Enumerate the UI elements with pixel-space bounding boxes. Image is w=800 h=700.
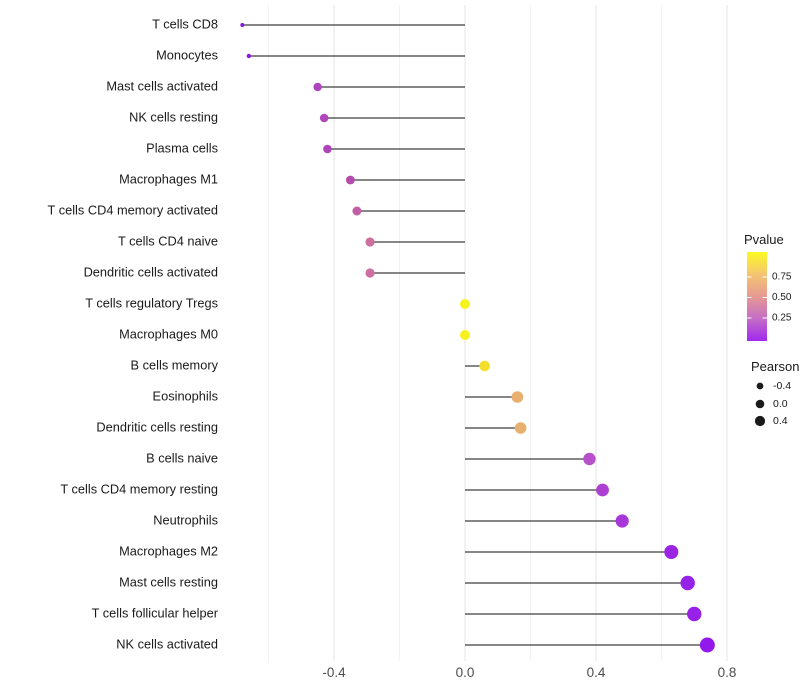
row-label: Mast cells resting bbox=[119, 574, 218, 589]
row-label: T cells CD8 bbox=[152, 16, 218, 31]
lollipop-dot bbox=[352, 206, 362, 216]
lollipop-dot bbox=[687, 606, 702, 622]
x-axis-tick-label: -0.4 bbox=[322, 665, 346, 680]
lollipop-dot bbox=[511, 391, 524, 403]
pvalue-tick-label: 0.25 bbox=[772, 313, 792, 324]
lollipop-dot bbox=[319, 113, 329, 123]
lollipop-dot bbox=[583, 452, 596, 466]
row-label: Monocytes bbox=[156, 47, 218, 62]
lollipop-dot bbox=[514, 422, 527, 434]
lollipop-dot bbox=[680, 575, 695, 591]
row-label: T cells CD4 memory activated bbox=[48, 202, 218, 217]
row-label: Plasma cells bbox=[146, 140, 218, 155]
lollipop-dot bbox=[664, 545, 679, 559]
row-label: Mast cells activated bbox=[106, 78, 218, 93]
pvalue-tick-label: 0.75 bbox=[772, 272, 792, 283]
row-label: Dendritic cells activated bbox=[84, 264, 218, 279]
row-label: T cells follicular helper bbox=[92, 605, 219, 620]
lollipop-dot bbox=[615, 514, 629, 528]
row-label: Dendritic cells resting bbox=[96, 419, 218, 434]
pearson-legend-dot bbox=[756, 382, 764, 390]
row-label: T cells CD4 memory resting bbox=[60, 481, 218, 496]
row-label: NK cells resting bbox=[129, 109, 218, 124]
x-axis-tick-label: 0.8 bbox=[718, 665, 737, 680]
pearson-legend-label: 0.4 bbox=[773, 415, 788, 427]
lollipop-dot bbox=[596, 483, 609, 497]
pearson-legend-title: Pearson bbox=[751, 359, 799, 374]
lollipop-dot bbox=[323, 144, 332, 154]
pvalue-colorbar bbox=[747, 252, 767, 341]
pearson-legend-label: 0.0 bbox=[773, 398, 788, 410]
row-label: Macrophages M1 bbox=[119, 171, 218, 186]
lollipop-dot bbox=[313, 82, 322, 92]
pvalue-legend-title: Pvalue bbox=[744, 232, 784, 247]
x-axis-tick-label: 0.0 bbox=[456, 665, 475, 680]
lollipop-dot bbox=[345, 175, 355, 185]
x-axis-tick-label: 0.4 bbox=[587, 665, 606, 680]
row-label: Neutrophils bbox=[153, 512, 218, 527]
lollipop-dot bbox=[460, 299, 470, 309]
row-label: Eosinophils bbox=[153, 388, 218, 403]
pearson-legend-label: -0.4 bbox=[773, 380, 791, 392]
lollipop-dot bbox=[479, 360, 490, 372]
row-label: Macrophages M2 bbox=[119, 543, 218, 558]
lollipop-dot bbox=[246, 53, 252, 59]
pvalue-tick-label: 0.50 bbox=[772, 292, 792, 303]
row-label: NK cells activated bbox=[116, 636, 218, 651]
row-label: B cells naive bbox=[146, 450, 218, 465]
lollipop-dot bbox=[240, 23, 245, 27]
pearson-legend-dot bbox=[755, 399, 765, 409]
pearson-legend-dot bbox=[754, 415, 766, 427]
lollipop-dot bbox=[699, 637, 715, 653]
lollipop-dot bbox=[460, 330, 470, 340]
row-label: T cells CD4 naive bbox=[118, 233, 218, 248]
row-label: T cells regulatory Tregs bbox=[85, 295, 218, 310]
row-label: B cells memory bbox=[131, 357, 219, 372]
lollipop-dot bbox=[365, 237, 375, 247]
row-label: Macrophages M0 bbox=[119, 326, 218, 341]
lollipop-dot bbox=[365, 268, 375, 278]
